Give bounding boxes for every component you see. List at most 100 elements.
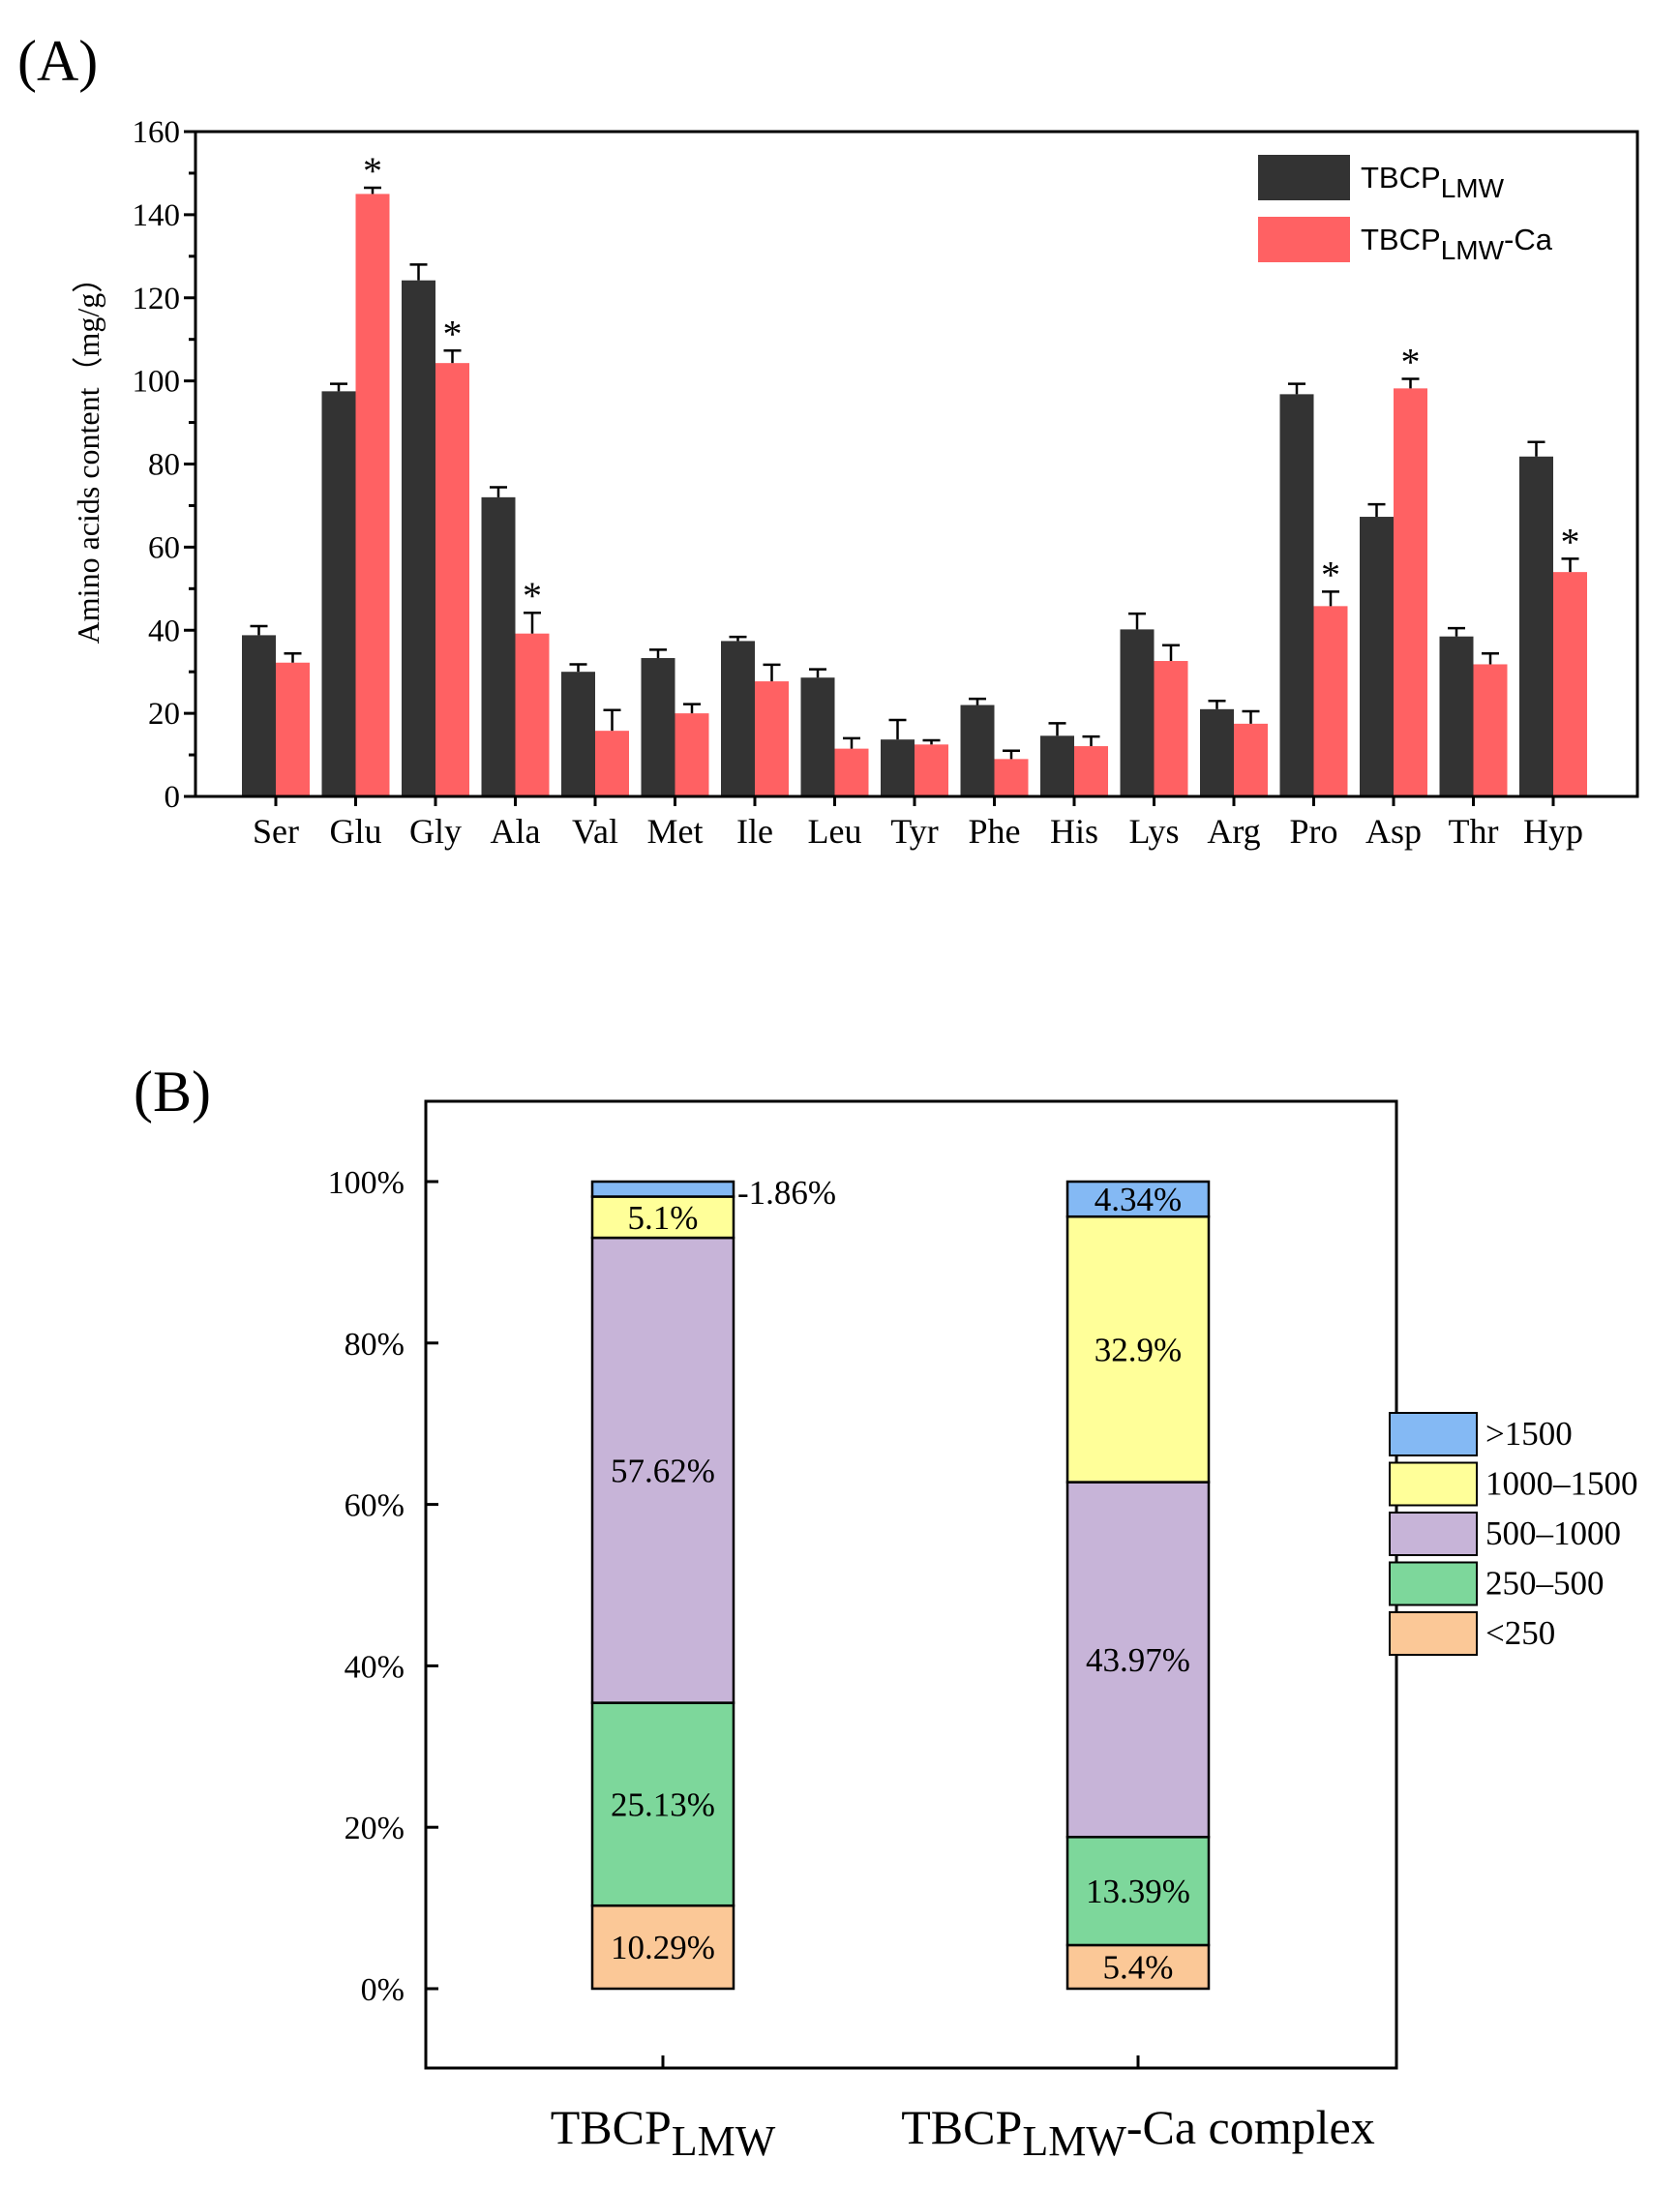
- bar-pro-series-1: [1313, 606, 1348, 796]
- bar-hyp-series-1: [1553, 572, 1587, 796]
- x-tick-label: Hyp: [1523, 812, 1583, 851]
- y-tick-label: 20: [148, 697, 180, 732]
- bar-glu-series-0: [321, 391, 356, 796]
- legend-name-subscript: LMW: [1441, 173, 1505, 203]
- segment-label: 5.4%: [1103, 1948, 1174, 1986]
- y-tick-value: 100: [328, 1165, 377, 1201]
- x-label-main: TBCP: [551, 2100, 672, 2154]
- y-tick-label: 100: [133, 365, 181, 400]
- bar-his-series-1: [1074, 746, 1108, 796]
- significance-star: *: [1401, 340, 1421, 383]
- bar-tyr-series-0: [881, 739, 915, 796]
- bar-lys-series-1: [1154, 661, 1188, 796]
- bar-his-series-0: [1040, 735, 1074, 796]
- legend-label: >1500: [1485, 1415, 1573, 1453]
- bar-glu-series-1: [355, 194, 390, 796]
- significance-star: *: [443, 312, 463, 355]
- panel-a-y-axis: 0 20 40 60 80 100 120 140 160: [133, 115, 195, 815]
- bar-leu-series-1: [834, 748, 869, 796]
- segment-label: 32.9%: [1095, 1331, 1182, 1368]
- panel-b-stacked-bars: 10.29% 25.13% 57.62% 5.1% -1.86% 5.4% 13.39% 43…: [590, 1174, 1211, 1991]
- legend-label: 500–1000: [1485, 1514, 1621, 1552]
- bar-ser-series-1: [276, 662, 310, 796]
- bar-ala-series-1: [515, 633, 550, 796]
- y-tick-value: 40: [345, 1649, 377, 1685]
- y-tick-label: 40: [148, 614, 180, 648]
- x-tick-label: Ile: [736, 812, 773, 851]
- bar-asp-series-1: [1394, 388, 1427, 796]
- x-tick-label: Lys: [1128, 812, 1179, 851]
- x-tick-label: Ala: [491, 812, 541, 851]
- bar-leu-series-0: [800, 677, 835, 796]
- bar-arg-series-1: [1234, 723, 1268, 796]
- y-tick-value: 20: [345, 1811, 377, 1846]
- significance-star: *: [1561, 520, 1580, 563]
- x-tick-label: Pro: [1289, 812, 1337, 851]
- legend-swatch->1500: [1389, 1412, 1478, 1456]
- y-tick-suffix: %: [377, 1165, 405, 1201]
- y-tick-value: 0: [361, 1972, 377, 2008]
- bar-ile-series-1: [755, 681, 789, 796]
- panel-a-bar-chart: (A) Amino acids content（mg/g） 0 20 40 60 80 1…: [17, 29, 1639, 851]
- legend-label-series-1: TBCPLMW-Ca: [1361, 223, 1553, 265]
- bar-asp-series-0: [1360, 517, 1394, 796]
- segment-label: 5.1%: [628, 1199, 699, 1237]
- x-tick-label: Gly: [409, 812, 462, 851]
- legend-name-subscript: LMW: [1441, 235, 1505, 265]
- significance-star: *: [523, 574, 542, 617]
- segment-label: 25.13%: [611, 1785, 715, 1823]
- x-tick-label: TBCPLMW: [551, 2100, 776, 2165]
- legend-name-suffix: -Ca: [1504, 223, 1553, 256]
- y-tick-suffix: %: [377, 1811, 405, 1846]
- segment-label: 13.39%: [1086, 1873, 1190, 1910]
- panel-a-significance-markers: * * * * * *: [363, 149, 1580, 617]
- bar-hyp-series-0: [1519, 456, 1553, 796]
- legend-label: 250–500: [1485, 1565, 1605, 1603]
- y-tick-value: 60: [345, 1488, 377, 1524]
- legend-label: 1000–1500: [1485, 1465, 1638, 1503]
- bar-thr-series-1: [1473, 664, 1508, 796]
- legend-swatch-<250: [1389, 1611, 1478, 1656]
- y-tick-suffix: %: [377, 1972, 405, 2008]
- y-tick-suffix: %: [377, 1649, 405, 1685]
- x-label-subscript: LMW: [672, 2117, 776, 2165]
- y-tick-label: 80: [148, 448, 180, 483]
- segment-label: 43.97%: [1086, 1641, 1190, 1679]
- x-tick-label: Met: [647, 812, 704, 851]
- x-tick-label: TBCPLMW-Ca complex: [901, 2100, 1374, 2165]
- bar-val-series-0: [561, 672, 595, 796]
- bar-arg-series-0: [1200, 708, 1234, 796]
- y-tick-suffix: %: [377, 1488, 405, 1524]
- bar-pro-series-0: [1279, 394, 1314, 796]
- y-tick-label: 140: [133, 198, 181, 233]
- x-tick-label: Asp: [1365, 812, 1422, 851]
- segment-label: 10.29%: [611, 1929, 715, 1966]
- y-tick-label: 160: [133, 115, 181, 150]
- bar-val-series-1: [595, 731, 629, 796]
- x-label-suffix: -Ca complex: [1126, 2100, 1375, 2154]
- y-tick-label: 0%: [361, 1972, 405, 2008]
- panel-b-plot-frame: [424, 1099, 1398, 2070]
- legend-name: TBCP: [1361, 223, 1441, 256]
- segment-500–1000-bar-1: [1065, 1481, 1211, 1839]
- segment-250–500-bar-0: [590, 1701, 735, 1907]
- x-tick-label: Thr: [1449, 812, 1499, 851]
- x-label-subscript: LMW: [1022, 2117, 1126, 2165]
- segment->1500-bar-1: [1065, 1180, 1211, 1218]
- y-tick-label: 20%: [345, 1811, 405, 1846]
- segment-label: 57.62%: [611, 1452, 715, 1489]
- x-tick-label: His: [1050, 812, 1098, 851]
- bar-ala-series-0: [481, 496, 516, 796]
- segment-250–500-bar-1: [1065, 1836, 1211, 1947]
- x-tick-label: Glu: [330, 812, 382, 851]
- x-tick-label: Phe: [969, 812, 1021, 851]
- bar-met-series-1: [675, 713, 709, 796]
- bar-phe-series-0: [960, 705, 995, 796]
- panel-a-x-axis: Ser Glu Gly Ala Val Met Ile Leu Tyr Phe His Lys Arg P…: [253, 796, 1583, 851]
- panel-b-x-axis: TBCPLMW TBCPLMW-Ca complex: [551, 2055, 1375, 2165]
- legend-swatch-250–500: [1389, 1561, 1478, 1606]
- y-tick-label: 60: [148, 530, 180, 565]
- y-tick-label: 60%: [345, 1488, 405, 1524]
